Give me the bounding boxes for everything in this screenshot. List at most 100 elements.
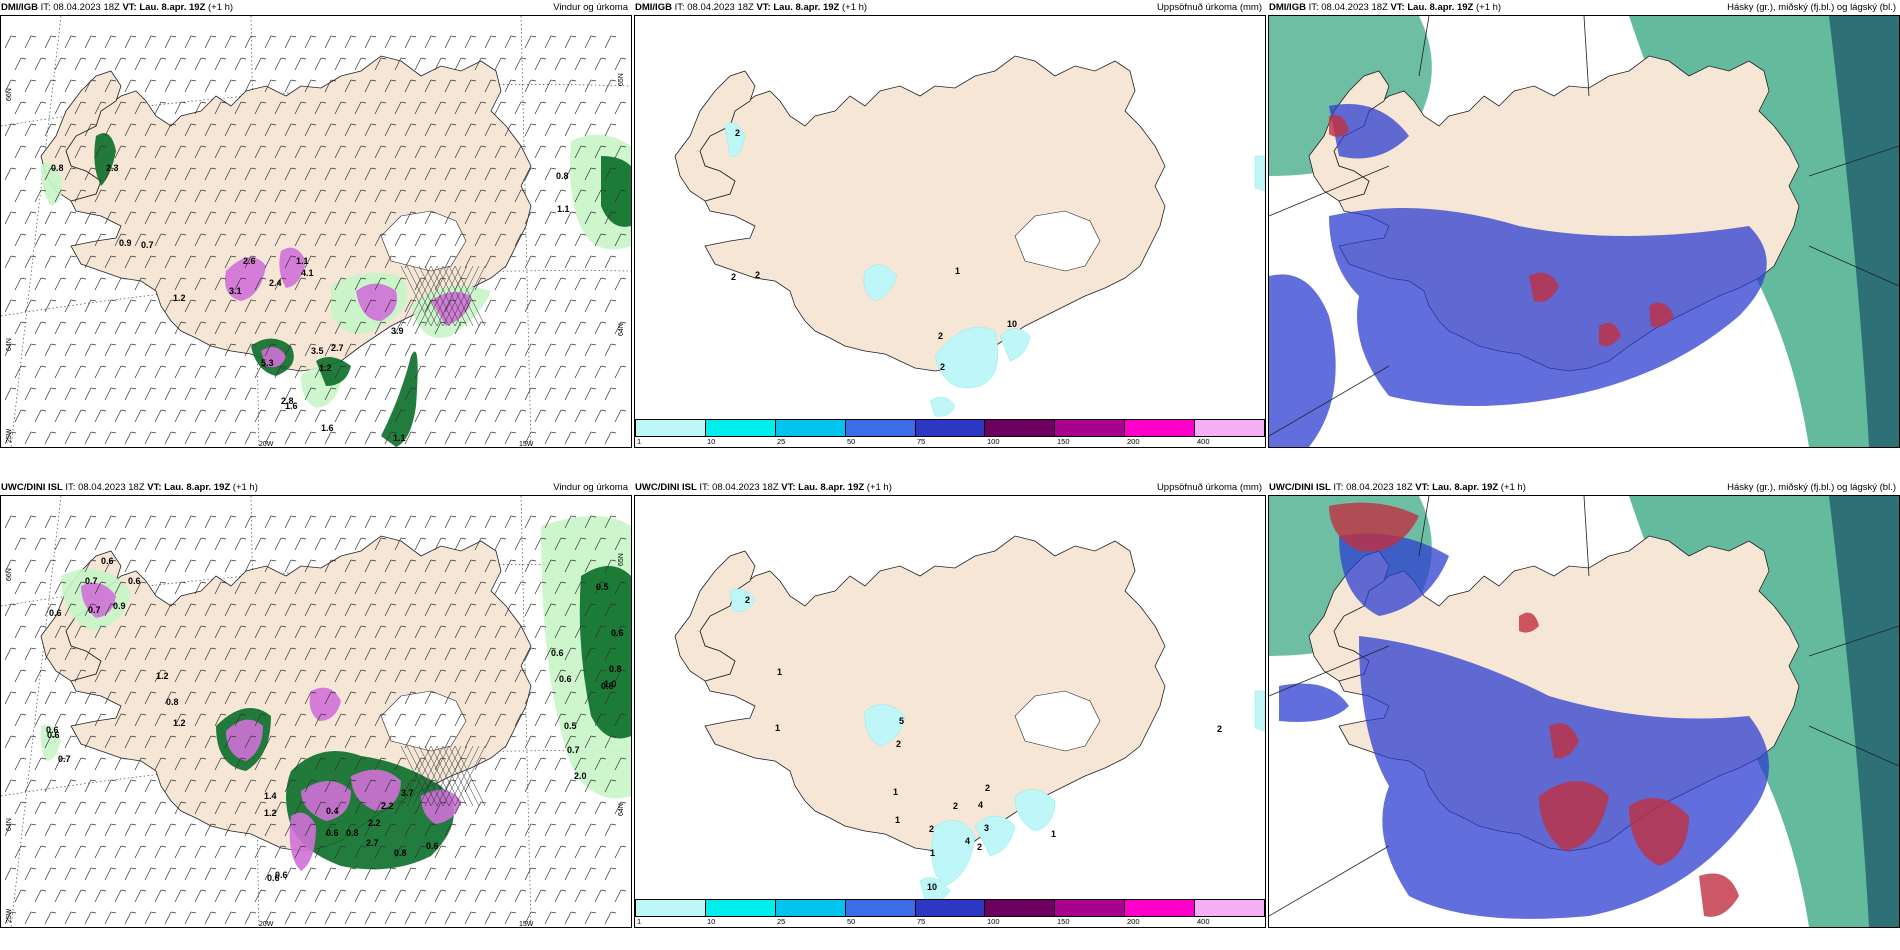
precip-value-label: 0.7 (85, 576, 98, 586)
panel-header-info: DMI/IGB IT: 08.04.2023 18Z VT: Lau. 8.ap… (1269, 0, 1501, 15)
precip-value-label: 5.3 (261, 358, 274, 368)
lead-time: (+1 h) (232, 482, 258, 493)
accum-value-label: 2 (745, 595, 750, 605)
precip-value-label: 0.7 (88, 605, 101, 615)
accum-value-label: 2 (1217, 724, 1222, 734)
accum-value-label: 4 (965, 836, 970, 846)
iceland-map: 66N 64N 25W 20W 15W 65N 64N 0.8 2.3 0.9 0.7 1.2 3.1 2… (1, 16, 631, 447)
colorbar-swatch (1125, 900, 1196, 916)
panel-header-info: UWC/DINI ISL IT: 08.04.2023 18Z VT: Lau.… (635, 480, 892, 495)
vt-value: Lau. 8.apr. 19Z (164, 482, 231, 493)
map-frame: 66N 64N 25W 20W 15W 65N 64N 0.8 2.3 0.9 0.7 1.2 3.1 2… (0, 15, 632, 448)
precip-colorbar: 1 10 25 50 75 100 150 200 400 (635, 899, 1265, 927)
precip-value-label: 0.9 (119, 238, 132, 248)
lat-label-65n-right: 65N (618, 73, 625, 86)
precip-value-label: 0.7 (58, 754, 71, 764)
lead-time: (+1 h) (1476, 2, 1502, 13)
accum-value-label: 1 (895, 815, 900, 825)
colorbar-tick-label: 200 (1127, 437, 1140, 446)
precip-value-label: 1.1 (557, 204, 570, 214)
colorbar-swatch (636, 900, 706, 916)
precip-value-label: 0.7 (141, 240, 154, 250)
vt-label: VT: (119, 2, 140, 13)
precip-value-label: 0.5 (596, 582, 609, 592)
lead-time: (+1 h) (842, 2, 868, 13)
precip-value-label: 1.0 (604, 679, 617, 689)
colorbar-tick-label: 75 (917, 917, 926, 926)
precip-value-label: 1.1 (296, 256, 309, 266)
precip-value-label: 4.1 (301, 268, 314, 278)
colorbar-tick-label: 400 (1197, 917, 1210, 926)
map-panel-cloud-uwc: UWC/DINI ISL IT: 08.04.2023 18Z VT: Lau.… (1268, 480, 1900, 928)
precip-value-label: 2.0 (574, 771, 587, 781)
colorbar-tick-label: 400 (1197, 437, 1210, 446)
colorbar-swatch (845, 420, 916, 436)
precip-value-label: 2.7 (331, 343, 344, 353)
it-label: IT: (696, 482, 713, 493)
precip-value-label: 3.9 (391, 326, 404, 336)
precip-value-label: 2.8 (281, 396, 294, 406)
precip-value-label: 0.8 (556, 171, 569, 181)
precip-value-label: 0.8 (51, 163, 64, 173)
map-frame: 2 2 2 1 10 2 2 1 10 25 50 75 100 150 200 400 (634, 15, 1266, 448)
lat-label-64n-right: 64N (618, 323, 625, 336)
precip-value-label: 0.5 (564, 721, 577, 731)
accum-value-label: 2 (940, 362, 945, 372)
precip-value-label: 1.2 (156, 671, 169, 681)
colorbar-tick-label: 150 (1057, 917, 1070, 926)
panel-title: Hásky (gr.), miðský (fj.bl.) og lágský (… (1727, 482, 1896, 493)
precip-value-label: 2.2 (381, 801, 394, 811)
accum-value-label: 2 (985, 783, 990, 793)
colorbar-swatch (705, 420, 776, 436)
map-frame: 2 1 1 5 2 1 1 2 4 2 2 10 3 4 2 1 1 2 1 10 25 50 75 100 150 200 400 (634, 495, 1266, 928)
accum-value-label: 2 (938, 331, 943, 341)
it-value: 08.04.2023 18Z (53, 2, 120, 13)
vt-value: Lau. 8.apr. 19Z (1432, 482, 1499, 493)
precip-value-label: 1.2 (264, 808, 277, 818)
colorbar-swatch (705, 900, 776, 916)
vt-value: Lau. 8.apr. 19Z (139, 2, 206, 13)
colorbar-tick-label: 150 (1057, 437, 1070, 446)
precip-value-label: 1.6 (321, 423, 334, 433)
precip-value-label: 3.5 (311, 346, 324, 356)
colorbar-swatch (1055, 420, 1126, 436)
precip-value-label: 0.8 (394, 848, 407, 858)
panel-header-info: DMI/IGB IT: 08.04.2023 18Z VT: Lau. 8.ap… (1, 0, 233, 15)
it-label: IT: (671, 2, 688, 13)
precip-colorbar: 1 10 25 50 75 100 150 200 400 (635, 419, 1265, 447)
precip-value-label: 2.6 (243, 256, 256, 266)
map-frame (1268, 15, 1900, 448)
accum-value-label: 1 (1051, 829, 1056, 839)
accum-value-label: 1 (775, 723, 780, 733)
it-value: 08.04.2023 18Z (1321, 2, 1388, 13)
precip-value-label: 0.8 (346, 828, 359, 838)
colorbar-tick-label: 100 (987, 917, 1000, 926)
map-panel-wind-uwc: UWC/DINI ISL IT: 08.04.2023 18Z VT: Lau.… (0, 480, 632, 928)
lon-label-25w: 25W (6, 428, 13, 443)
colorbar-tick-label: 1 (637, 917, 642, 926)
precip-value-label: 1.1 (393, 433, 406, 443)
model-name: DMI/IGB (635, 2, 672, 13)
colorbar-swatch (775, 900, 846, 916)
lat-label-66n: 66N (6, 568, 13, 581)
colorbar-swatch (845, 900, 916, 916)
precip-value-label: 0.8 (601, 681, 614, 691)
precip-value-label: 0.6 (426, 841, 439, 851)
lat-label-64n: 64N (6, 818, 13, 831)
colorbar-swatch (1055, 900, 1126, 916)
map-panel-wind-dmi: DMI/IGB IT: 08.04.2023 18Z VT: Lau. 8.ap… (0, 0, 632, 448)
lon-label-20w: 20W (259, 441, 274, 447)
map-panel-accum-dmi: DMI/IGB IT: 08.04.2023 18Z VT: Lau. 8.ap… (634, 0, 1266, 448)
lat-label-64n: 64N (6, 338, 13, 351)
panel-title: Vindur og úrkoma (553, 482, 628, 493)
accum-value-label: 1 (777, 667, 782, 677)
accum-value-label: 2 (953, 801, 958, 811)
it-value: 08.04.2023 18Z (78, 482, 145, 493)
colorbar-tick-label: 200 (1127, 917, 1140, 926)
panel-header-info: UWC/DINI ISL IT: 08.04.2023 18Z VT: Lau.… (1269, 480, 1526, 495)
panel-header-info: UWC/DINI ISL IT: 08.04.2023 18Z VT: Lau.… (1, 480, 258, 495)
precip-value-label: 0.8 (166, 697, 179, 707)
colorbar-tick-label: 25 (777, 437, 786, 446)
accum-value-label: 1 (955, 266, 960, 276)
